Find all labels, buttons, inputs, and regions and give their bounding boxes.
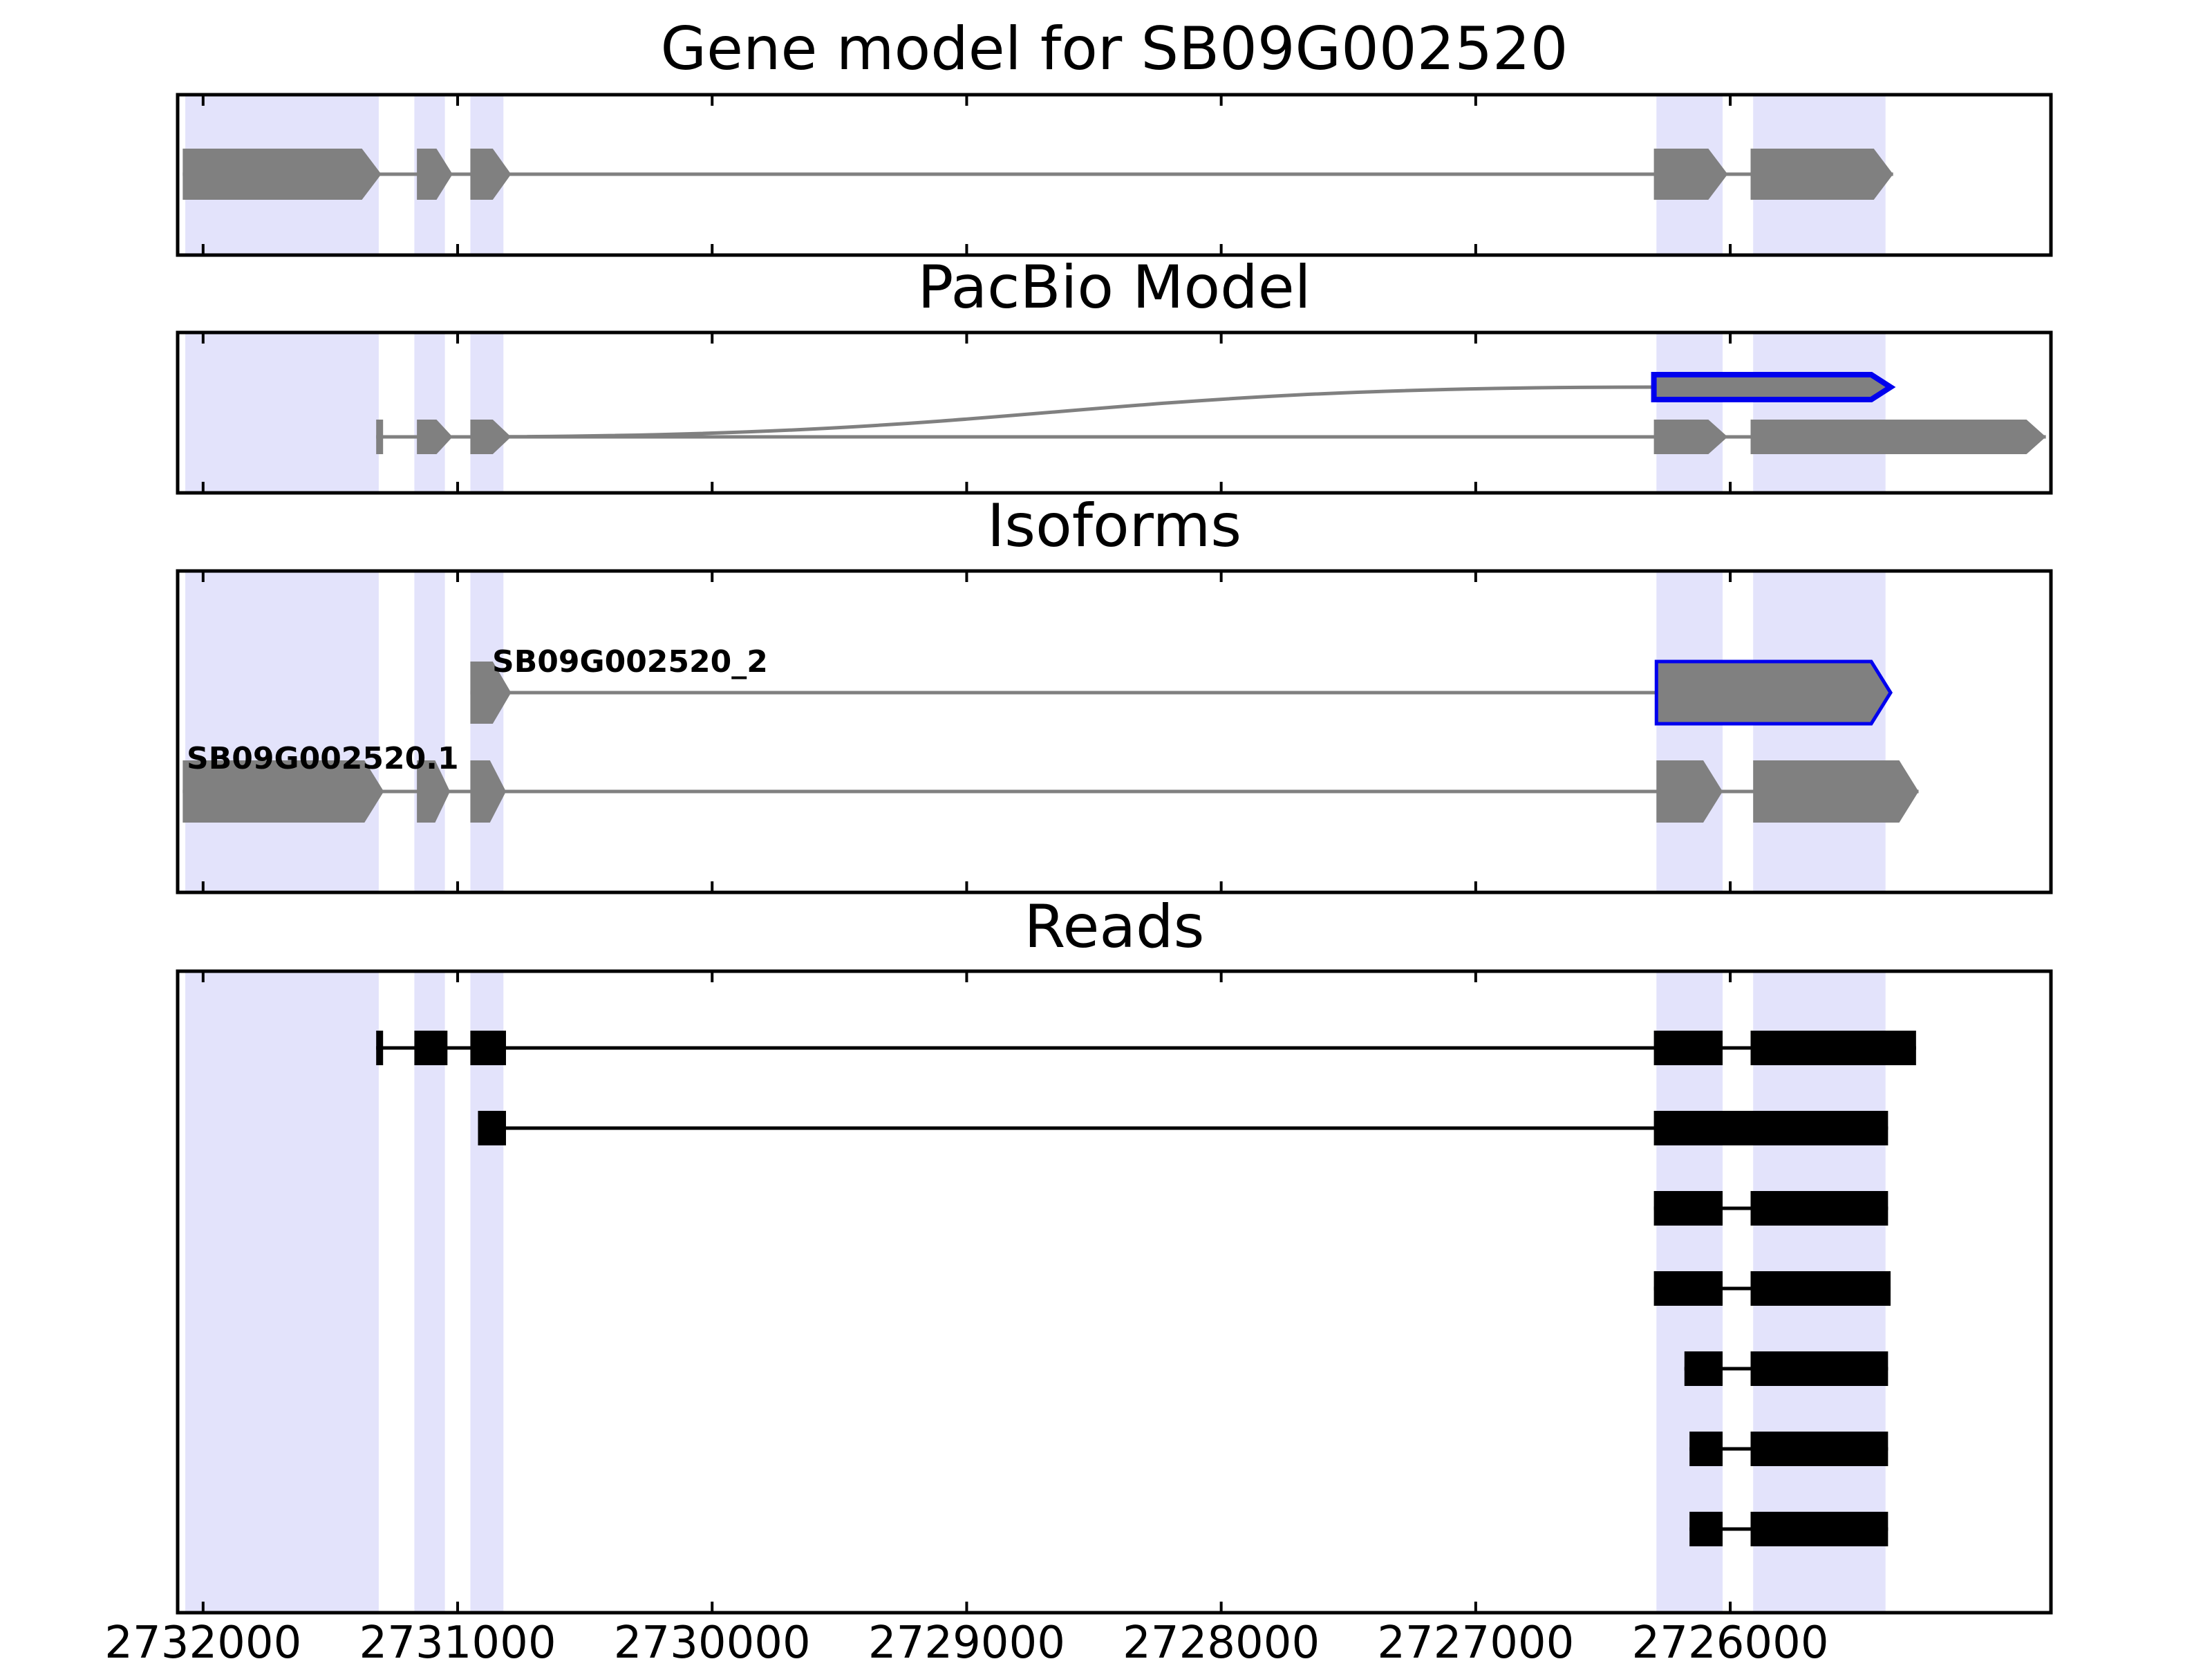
read-2-exon-1 — [1750, 1191, 1888, 1226]
read-2-exon-0 — [1653, 1191, 1723, 1226]
pacbio-model-title: PacBio Model — [917, 253, 1311, 322]
shaded-region-2-0 — [185, 571, 379, 892]
gene-model-exon-0 — [182, 149, 382, 200]
x-tick-label: 2732000 — [104, 1618, 301, 1659]
isoform-track-1-exon-2 — [470, 760, 506, 823]
read-4-exon-0 — [1684, 1351, 1723, 1386]
x-tick-label: 2727000 — [1377, 1618, 1574, 1659]
shaded-region-2-2 — [470, 571, 504, 892]
pacbio-track-0-exon-0 — [1651, 372, 1896, 402]
x-tick-label: 2726000 — [1632, 1618, 1829, 1659]
pacbio-splice-curve — [455, 385, 1654, 439]
read-6-exon-1 — [1750, 1512, 1888, 1546]
gene-model-title: Gene model for SB09G002520 — [661, 15, 1568, 84]
shaded-region-1-4 — [1753, 332, 1886, 493]
read-0-exon-1 — [414, 1031, 448, 1065]
gene-model-panel — [176, 93, 2053, 257]
read-3-exon-0 — [1653, 1271, 1723, 1306]
isoform-track-1-exon-1 — [417, 760, 450, 823]
pacbio-track-1-exon-3 — [1653, 420, 1728, 454]
shaded-exon-regions — [185, 95, 1886, 1613]
isoform-track-1-exon-4 — [1753, 760, 1919, 823]
shaded-region-1-1 — [414, 332, 445, 493]
shaded-region-2-3 — [1656, 571, 1723, 892]
shaded-region-2-1 — [414, 571, 445, 892]
pacbio-track-1-exon-2 — [470, 420, 512, 454]
isoform-2-label: SB09G002520_2 — [492, 644, 768, 679]
exon-blocks — [182, 149, 2046, 1546]
shaded-region-1-3 — [1656, 332, 1723, 493]
x-axis-ticks — [201, 95, 1732, 1613]
read-0-exon-4 — [1750, 1031, 1916, 1065]
pacbio-track-1-exon-4 — [1750, 420, 2046, 454]
isoform-track-1-exon-0 — [182, 760, 384, 823]
read-0-exon-3 — [1653, 1031, 1723, 1065]
read-5-exon-1 — [1750, 1432, 1888, 1466]
isoforms-panel — [176, 569, 2053, 894]
isoforms-title: Isoforms — [987, 491, 1241, 561]
read-3-exon-1 — [1750, 1271, 1891, 1306]
gene-model-exon-3 — [1653, 149, 1728, 200]
isoform-track-0-exon-1 — [1654, 659, 1893, 726]
shaded-region-1-0 — [185, 332, 379, 493]
read-5-exon-0 — [1689, 1432, 1723, 1466]
pacbio-track-1-exon-0 — [376, 420, 384, 454]
isoform-track-0-exon-0 — [470, 662, 512, 724]
read-1-exon-1 — [1653, 1111, 1888, 1145]
read-0-exon-2 — [470, 1031, 506, 1065]
gene-model-exon-4 — [1750, 149, 1893, 200]
x-tick-label: 2729000 — [868, 1618, 1065, 1659]
read-6-exon-0 — [1689, 1512, 1723, 1546]
x-axis-tick-labels: 2732000 2731000 2730000 2729000 2728000 27270… — [104, 1618, 1828, 1659]
shaded-region-3-2 — [470, 971, 504, 1613]
read-4-exon-1 — [1750, 1351, 1888, 1386]
reads-title: Reads — [1024, 892, 1205, 962]
pacbio-track-1-exon-1 — [417, 420, 453, 454]
shaded-region-3-0 — [185, 971, 379, 1613]
read-0-exon-0 — [376, 1031, 384, 1065]
isoform-1-label: SB09G002520.1 — [187, 741, 459, 776]
shaded-region-3-1 — [414, 971, 445, 1613]
pacbio-model-panel — [176, 330, 2053, 495]
reads-panel — [176, 969, 2053, 1615]
x-tick-label: 2730000 — [614, 1618, 811, 1659]
isoform-track-1-exon-3 — [1656, 760, 1723, 823]
x-tick-label: 2728000 — [1123, 1618, 1320, 1659]
read-1-exon-0 — [478, 1111, 506, 1145]
gene-model-exon-1 — [417, 149, 453, 200]
x-tick-label: 2731000 — [359, 1618, 556, 1659]
shaded-region-1-2 — [470, 332, 504, 493]
shaded-region-2-4 — [1753, 571, 1886, 892]
gene-model-exon-2 — [470, 149, 512, 200]
